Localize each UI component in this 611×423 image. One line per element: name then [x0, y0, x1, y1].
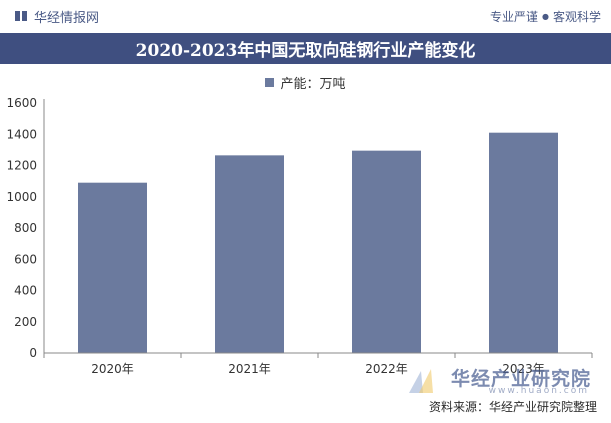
x-tick-label: 2020年 — [91, 362, 134, 376]
tagline-right: 客观科学 — [552, 9, 601, 24]
watermark-url: www.huaon.com — [488, 386, 589, 396]
brand-name: 华经情报网 — [34, 10, 100, 26]
x-tick-label: 2023年 — [502, 362, 545, 376]
y-tick-label: 1600 — [6, 96, 37, 110]
y-tick-label: 800 — [14, 221, 37, 235]
bar-2022年 — [352, 150, 421, 353]
legend-label: 产能：万吨 — [280, 77, 346, 92]
y-tick-label: 400 — [14, 284, 37, 298]
x-tick-label: 2021年 — [228, 362, 271, 376]
tagline-left: 专业严谨 — [489, 9, 538, 24]
bullet-icon: ● — [542, 11, 549, 21]
chart-title-band: 2020-2023年中国无取向硅钢行业产能变化 — [0, 33, 611, 64]
chart-legend: 产能：万吨 — [0, 73, 611, 92]
y-tick-label: 1200 — [6, 159, 37, 173]
y-tick-label: 600 — [14, 252, 37, 266]
y-tick-label: 200 — [14, 315, 37, 329]
bar-series — [78, 132, 558, 353]
y-tick-label: 0 — [29, 346, 37, 360]
x-tick-label: 2022年 — [365, 362, 408, 376]
x-axis: 2020年 2021年 2022年 2023年 — [43, 352, 593, 376]
source-note: 资料来源：华经产业研究院整理 — [428, 400, 597, 414]
y-axis: 0 200 400 600 800 1000 1200 1400 1600 — [6, 96, 45, 360]
bar-2021年 — [215, 155, 284, 353]
brand: 华经情报网 — [14, 7, 99, 26]
y-tick-label: 1400 — [6, 127, 37, 141]
tagline: 专业严谨 ● 客观科学 — [490, 8, 601, 25]
chart-title: 2020-2023年中国无取向硅钢行业产能变化 — [135, 41, 476, 61]
watermark-logo-icon — [409, 369, 433, 393]
bar-2023年 — [489, 132, 558, 353]
watermark-name: 华经产业研究院 — [450, 368, 591, 390]
y-tick-label: 1000 — [6, 190, 37, 204]
legend-swatch — [265, 78, 275, 87]
bar-2020年 — [78, 182, 147, 353]
book-icon — [15, 11, 27, 21]
top-bar: 华经情报网 专业严谨 ● 客观科学 — [0, 0, 611, 32]
